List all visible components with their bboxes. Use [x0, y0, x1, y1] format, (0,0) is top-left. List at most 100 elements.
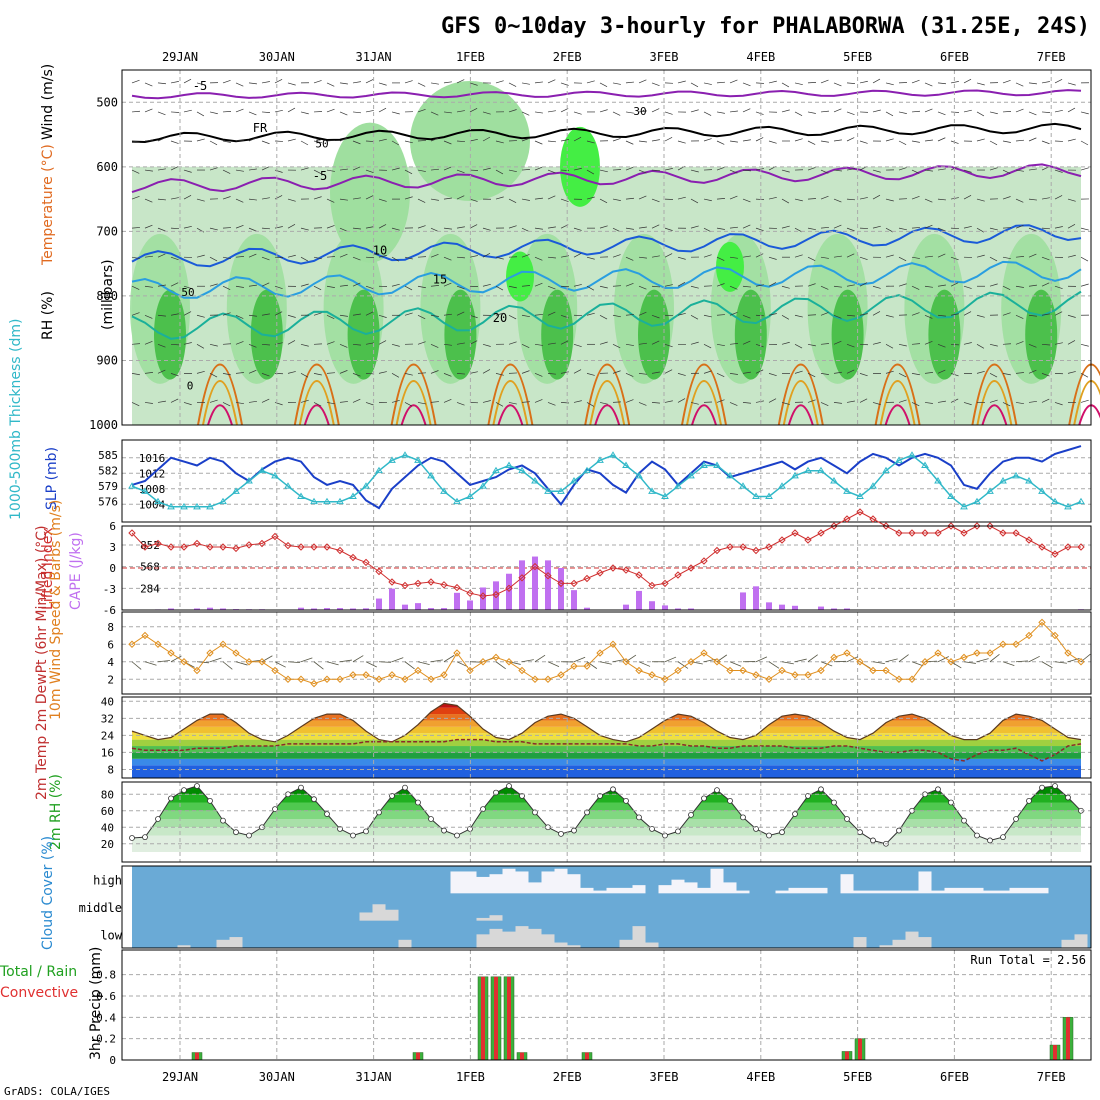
wind-barb [326, 198, 335, 203]
wind-barb [144, 224, 153, 229]
wind-speed-point [284, 675, 292, 683]
lifted-index-point [310, 543, 318, 551]
wind-barb [716, 283, 725, 287]
wind-barb [690, 198, 699, 204]
wind-barb [625, 81, 634, 84]
wind-barb [235, 255, 244, 258]
rh-annotation: 50 [181, 286, 194, 299]
precip-panel: 0 0.2 0.4 0.6 0.8 [96, 949, 1092, 1067]
wind-barb [339, 137, 348, 142]
wind-barb [209, 283, 218, 287]
lifted-index-point [583, 574, 591, 583]
cape-bar [350, 608, 356, 610]
wind-barb [872, 169, 881, 173]
wind-barb [911, 227, 921, 229]
wind-barb [638, 402, 647, 406]
wind-barb [430, 82, 439, 85]
wind-barb [1028, 168, 1037, 171]
wind-barb [352, 256, 361, 261]
wind-barb [391, 373, 400, 378]
lifted-index-point [1077, 543, 1085, 551]
wind-barb [352, 227, 361, 230]
wind-speed-point [1077, 658, 1085, 666]
wind-barb [456, 311, 465, 316]
precip-frame [121, 949, 1092, 1061]
temp-tick: 16 [101, 746, 114, 759]
wind-barb [417, 140, 427, 142]
rh-point [363, 828, 369, 835]
wind-barb [235, 402, 244, 405]
temp-contour-dome [594, 404, 621, 426]
precip-tick: 0.6 [96, 990, 116, 1003]
wind-barb [404, 196, 413, 200]
thickness-point [1077, 497, 1085, 505]
cape-bar [376, 598, 382, 610]
lifted-index-point [557, 579, 565, 588]
wind-barb [352, 140, 361, 145]
wind-speed-point [856, 658, 864, 666]
precip-convective-bar [1066, 1017, 1070, 1060]
wind-barb [521, 82, 530, 85]
wind-barb [677, 282, 686, 287]
lifted-index-point [908, 529, 916, 537]
cape-bar [220, 608, 226, 610]
wind-barb [742, 82, 751, 87]
lifted-index-point [128, 529, 136, 537]
lifted-index-point [453, 583, 461, 592]
rh-bands [132, 786, 1081, 852]
wind-barb [417, 256, 427, 258]
cloud-bar-low [619, 939, 633, 948]
wind-frame [121, 611, 1092, 695]
wind-barb [365, 195, 374, 200]
rh-point [441, 827, 447, 834]
wind-barb [261, 166, 270, 171]
wind-barb [1015, 285, 1024, 288]
rh-point [974, 832, 980, 839]
wind-barb [963, 311, 972, 316]
thickness-point [1064, 502, 1072, 510]
wind-barb [1041, 343, 1051, 346]
wind-barb [456, 256, 466, 259]
wind-barb [885, 111, 894, 117]
wind-speed-point [349, 671, 357, 679]
lifted-index-point [635, 571, 643, 579]
cape-bar [675, 608, 681, 610]
wind-barb [937, 111, 946, 116]
wind-barb [677, 373, 686, 376]
wind-barb-10m [417, 661, 430, 666]
wind-barb [742, 224, 751, 229]
rh-point [506, 783, 512, 789]
wind-barb [495, 196, 504, 200]
wind-barb [1002, 343, 1012, 345]
wind-barb [820, 343, 829, 345]
thickness-point [999, 477, 1007, 484]
wind-barb-10m [1015, 660, 1028, 663]
temp-contour-dome [787, 404, 814, 426]
thickness-tick: 582 [98, 465, 118, 478]
cloud-level-label: high [93, 874, 122, 888]
wind-barb [1054, 402, 1063, 406]
wind-barb [404, 285, 413, 291]
cloud-bar-low [528, 928, 542, 948]
cloud-bar-high [801, 887, 815, 894]
wind-barb [898, 256, 907, 262]
cloud-bar-low [853, 937, 867, 948]
lifted-index-point [804, 536, 812, 544]
thickness-tick: 576 [98, 496, 118, 509]
wind-barb [612, 82, 621, 85]
wind-barb [404, 169, 413, 175]
temp-contour-dome [691, 404, 717, 426]
wind-barb [469, 314, 478, 319]
wind-barb [1054, 311, 1063, 316]
wind-speed-point [180, 658, 188, 666]
wind-barb [248, 369, 257, 374]
wind-barb [469, 255, 478, 258]
wind-barb-10m [209, 657, 222, 663]
wind-barb-10m [443, 655, 455, 663]
cape-bar [688, 608, 694, 610]
thickness-point [206, 502, 214, 510]
wind-barb [950, 343, 960, 346]
wind-speed-point [648, 671, 656, 679]
rh-point [311, 796, 317, 803]
cloud-bar-low [632, 926, 646, 948]
